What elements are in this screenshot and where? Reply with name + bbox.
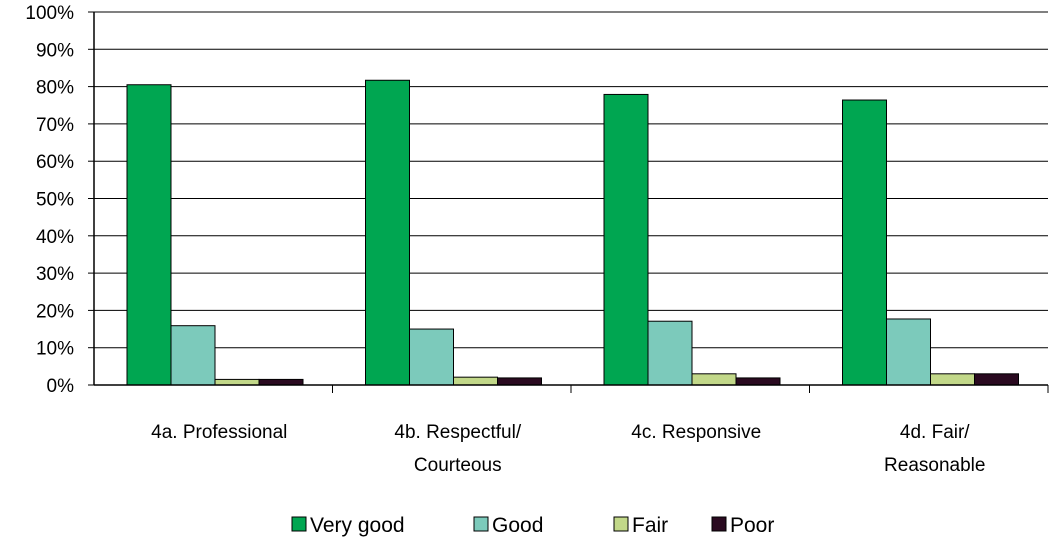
legend-swatch-fair xyxy=(613,516,629,532)
bar-very-good xyxy=(603,93,649,386)
axes xyxy=(88,11,1049,393)
legend-swatch-poor xyxy=(711,516,727,532)
x-category-label: 4b. Respectful/ xyxy=(394,422,521,443)
y-tick-label: 100% xyxy=(25,3,74,24)
bar-fair xyxy=(930,373,975,386)
legend-swatch-very-good xyxy=(291,516,307,532)
bar-fair xyxy=(453,376,498,386)
y-tick-label: 90% xyxy=(36,40,74,61)
bar-very-good xyxy=(126,84,172,386)
legend: Very good Good Fair Poor xyxy=(291,514,774,537)
x-category-label: 4d. Fair/ xyxy=(900,422,970,443)
gridlines xyxy=(94,11,1048,349)
bar-good xyxy=(886,318,931,386)
bar-fair xyxy=(691,373,737,386)
bar-fair xyxy=(214,378,260,386)
y-tick-label: 40% xyxy=(36,227,74,248)
y-tick-label: 50% xyxy=(36,190,74,211)
bar-poor xyxy=(258,378,304,386)
bar-very-good xyxy=(365,79,410,386)
y-tick-label: 10% xyxy=(36,339,74,360)
legend-label-very-good: Very good xyxy=(310,514,405,537)
x-category-label: 4c. Responsive xyxy=(631,422,761,443)
bar-good xyxy=(409,328,454,386)
legend-label-good: Good xyxy=(492,514,543,537)
bar-good xyxy=(170,325,216,386)
legend-label-fair: Fair xyxy=(632,514,668,537)
x-category-label: Courteous xyxy=(414,455,502,476)
y-tick-label: 60% xyxy=(36,152,74,173)
y-axis-tick-labels: 0% 10% 20% 30% 40% 50% 60% 70% 80% 90% 100% xyxy=(25,3,74,397)
y-tick-label: 20% xyxy=(36,301,74,322)
bar-poor xyxy=(735,377,781,386)
x-category-label: 4a. Professional xyxy=(151,422,287,443)
x-axis-category-labels: 4a. Professional 4b. Respectful/Courteous… xyxy=(151,422,985,476)
bar-poor xyxy=(497,377,542,386)
bar-very-good xyxy=(842,99,887,386)
y-tick-label: 30% xyxy=(36,264,74,285)
y-tick-label: 80% xyxy=(36,78,74,99)
y-tick-label: 0% xyxy=(47,376,75,397)
y-tick-label: 70% xyxy=(36,115,74,136)
x-category-label: Reasonable xyxy=(884,455,985,476)
bar-poor xyxy=(974,373,1019,386)
bar-good xyxy=(647,320,693,386)
legend-swatch-good xyxy=(473,516,489,532)
legend-label-poor: Poor xyxy=(730,514,774,537)
bars xyxy=(126,79,1019,386)
